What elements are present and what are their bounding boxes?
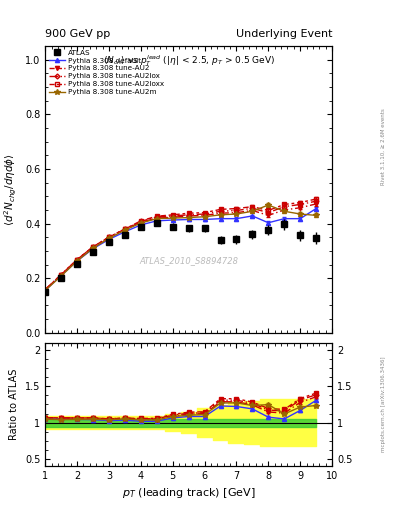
- Text: Rivet 3.1.10, ≥ 2.6M events: Rivet 3.1.10, ≥ 2.6M events: [381, 108, 386, 185]
- Legend: ATLAS, Pythia 8.308 default, Pythia 8.308 tune-AU2, Pythia 8.308 tune-AU2lox, Py: ATLAS, Pythia 8.308 default, Pythia 8.30…: [48, 48, 165, 96]
- Text: ATLAS_2010_S8894728: ATLAS_2010_S8894728: [139, 257, 238, 266]
- X-axis label: $p_T$ (leading track) [GeV]: $p_T$ (leading track) [GeV]: [122, 486, 255, 500]
- Y-axis label: Ratio to ATLAS: Ratio to ATLAS: [9, 369, 19, 440]
- Text: mcplots.cern.ch [arXiv:1306.3436]: mcplots.cern.ch [arXiv:1306.3436]: [381, 357, 386, 452]
- Y-axis label: $\langle d^2 N_{chg}/d\eta d\phi\rangle$: $\langle d^2 N_{chg}/d\eta d\phi\rangle$: [3, 153, 19, 226]
- Text: $\langle N_{ch}\rangle$ vs $p_T^{lead}$ ($|\eta|$ < 2.5, $p_T$ > 0.5 GeV): $\langle N_{ch}\rangle$ vs $p_T^{lead}$ …: [103, 53, 275, 68]
- Text: Underlying Event: Underlying Event: [235, 29, 332, 39]
- Text: 900 GeV pp: 900 GeV pp: [45, 29, 110, 39]
